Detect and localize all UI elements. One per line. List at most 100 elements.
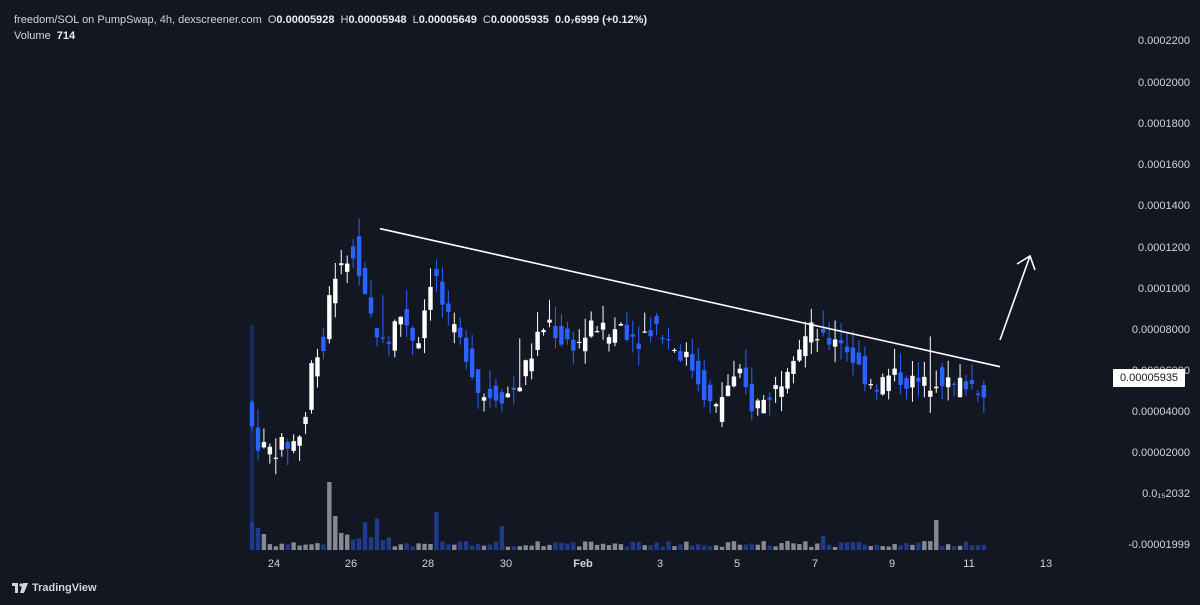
candle-body xyxy=(940,367,945,387)
price-axis[interactable]: 0.0002200 0.0002000 0.0001800 0.0001600 0.00… xyxy=(1128,35,1190,551)
volume-bar xyxy=(934,520,939,550)
chart-legend: freedom/SOL on PumpSwap, 4h, dexscreener… xyxy=(14,12,647,44)
volume-bar xyxy=(285,544,290,550)
candle-body xyxy=(951,383,957,385)
candle-body xyxy=(333,278,338,304)
volume-bar xyxy=(565,543,570,550)
brand-label: TradingView xyxy=(32,582,97,594)
volume-bar xyxy=(339,532,344,550)
tradingview-logo[interactable]: TradingView xyxy=(12,582,97,594)
candle-body xyxy=(440,281,445,305)
volume-bar xyxy=(749,543,754,550)
volume-bar xyxy=(702,545,707,550)
volume-bar xyxy=(612,543,618,550)
candle-body xyxy=(684,351,689,358)
volume-bar xyxy=(713,545,719,550)
candle-body xyxy=(493,385,499,401)
volume-bar xyxy=(636,541,641,550)
y-tick-label: 0.0001400 xyxy=(1138,200,1190,212)
trendline[interactable] xyxy=(379,227,1001,368)
volume-bar xyxy=(856,542,862,550)
volume-bar xyxy=(975,545,981,550)
volume-bar xyxy=(434,512,439,550)
x-tick-label: 28 xyxy=(422,558,434,570)
candle-body xyxy=(856,352,862,365)
candle-body xyxy=(666,339,671,341)
high-label: H xyxy=(340,14,349,26)
candle-body xyxy=(690,354,695,371)
volume-bar xyxy=(499,526,505,550)
candle-body xyxy=(660,337,665,340)
volume-bar xyxy=(464,541,469,550)
x-tick-label: 5 xyxy=(734,558,740,570)
volume-bar xyxy=(553,542,558,550)
candle-body xyxy=(761,399,766,414)
time-axis[interactable]: 24 26 28 30 Feb 3 5 7 9 11 13 xyxy=(268,558,1052,570)
y-tick-label: 0.0001800 xyxy=(1138,118,1190,130)
high-value: 0.00005948 xyxy=(348,14,407,26)
volume-bar xyxy=(678,544,683,550)
volume-bar xyxy=(547,544,552,550)
volume-bar xyxy=(826,544,832,550)
candle-body xyxy=(565,328,570,340)
candle-body xyxy=(773,385,778,390)
volume-bar xyxy=(446,544,451,550)
volume-bar xyxy=(571,542,576,550)
volume-bar xyxy=(416,543,421,550)
candle-body xyxy=(969,380,975,385)
candle-body xyxy=(404,309,409,326)
candle-body xyxy=(303,416,308,425)
symbol-label[interactable]: freedom/SOL on PumpSwap, 4h, dexscreener… xyxy=(14,14,262,26)
candle-body xyxy=(529,358,534,372)
x-tick-label: 13 xyxy=(1040,558,1052,570)
y-tick-label: 0.0₁₅2032 xyxy=(1142,488,1190,500)
candle-body xyxy=(749,383,754,412)
volume-bar xyxy=(380,540,386,550)
volume-bar xyxy=(279,543,284,550)
volume-bar xyxy=(755,544,760,550)
candle-body xyxy=(374,328,380,338)
volume-bar xyxy=(588,541,594,550)
candle-body xyxy=(826,337,832,345)
volume-bar xyxy=(684,541,689,550)
x-tick-label: 3 xyxy=(657,558,663,570)
candle-body xyxy=(618,323,624,326)
volume-bar xyxy=(815,543,820,550)
x-tick-label: 26 xyxy=(345,558,357,570)
volume-bar xyxy=(297,545,302,550)
candle-body xyxy=(725,385,731,397)
volume-bar xyxy=(672,546,677,550)
candle-body xyxy=(475,369,481,393)
candle-body xyxy=(386,341,392,344)
volume-bar xyxy=(773,546,778,550)
candle-body xyxy=(934,386,939,389)
candle-body xyxy=(469,348,475,378)
candle-body xyxy=(707,384,713,402)
candle-body xyxy=(612,329,618,343)
candle-body xyxy=(815,339,820,341)
volume-bar xyxy=(642,545,647,550)
candle-body xyxy=(321,336,326,352)
candle-body xyxy=(309,363,314,410)
volume-bar xyxy=(904,543,909,550)
volume-bar xyxy=(821,536,826,550)
current-price-label: 0.00005935 xyxy=(1113,369,1185,387)
volume-bar xyxy=(690,545,695,550)
candle-body xyxy=(785,371,790,389)
candle-body xyxy=(297,436,302,446)
volume-bar xyxy=(928,541,933,550)
x-tick-label: 9 xyxy=(889,558,895,570)
candle-body xyxy=(523,360,528,377)
volume-bar xyxy=(898,545,903,550)
candle-body xyxy=(452,324,457,333)
volume-bar xyxy=(428,544,433,550)
candle-body xyxy=(380,337,386,339)
volume-bar xyxy=(666,541,671,550)
x-tick-label: 30 xyxy=(500,558,512,570)
arrow-up-icon[interactable] xyxy=(999,254,1036,341)
candle-body xyxy=(261,442,267,448)
volume-bar xyxy=(838,542,844,550)
candle-body xyxy=(541,329,546,333)
candle-body xyxy=(755,400,760,409)
